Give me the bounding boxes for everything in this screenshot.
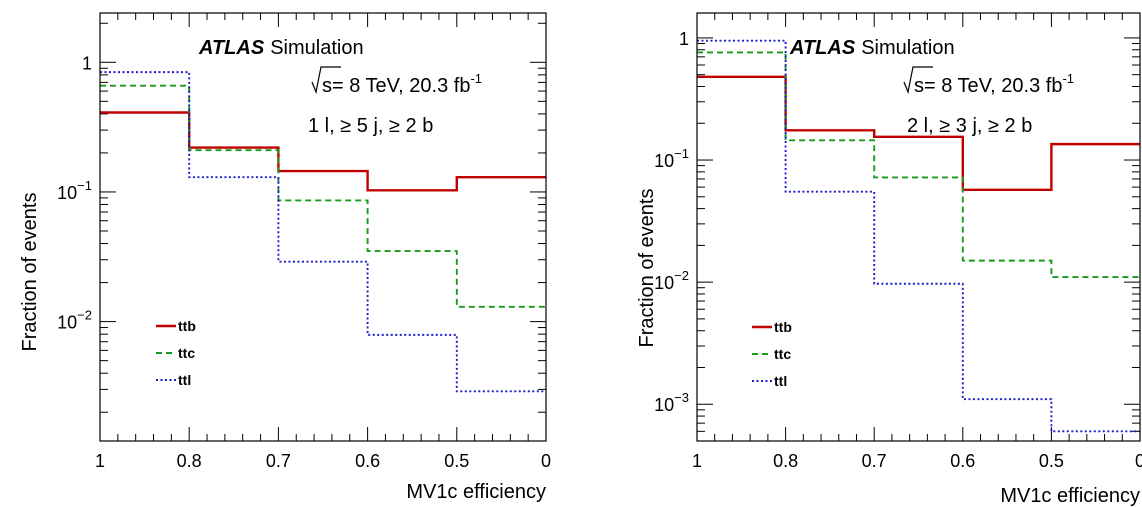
selection-label: 2 l, ≥ 3 j, ≥ 2 b [907, 115, 1032, 137]
svg-text:s= 8 TeV, 20.3 fb-1: s= 8 TeV, 20.3 fb-1 [322, 71, 482, 97]
energy-label: s= 8 TeV, 20.3 fb-1 [311, 66, 482, 97]
x-axis-label: MV1c efficiency [1000, 485, 1140, 507]
series-ttb-line [697, 75, 1140, 192]
x-tick-label: 0.5 [444, 451, 469, 471]
y-tick-label: 10−2 [57, 308, 92, 333]
sqrt-icon [903, 66, 933, 95]
plot-frame [99, 12, 547, 442]
legend-ttc-label: ttc [178, 345, 195, 361]
legend-ttb-label: ttb [178, 318, 196, 334]
legend-ttc-label: ttc [774, 346, 791, 362]
series-ttl-line [697, 39, 1140, 433]
legend: ttb ttc ttl [156, 318, 196, 388]
chart-panel-right: Fraction of events MV1c efficiency ATLAS… [636, 12, 1142, 507]
simulation-label: Simulation [861, 37, 954, 59]
y-tick-label: 1 [679, 29, 689, 49]
svg-text:s= 8 TeV, 20.3 fb-1: s= 8 TeV, 20.3 fb-1 [914, 71, 1074, 97]
y-tick-label: 10−1 [654, 146, 689, 171]
legend-ttb-label: ttb [774, 319, 792, 335]
y-tick-label: 1 [82, 53, 92, 73]
experiment-label: ATLAS [789, 37, 856, 59]
chart-panel-left: Fraction of events MV1c efficiency ATLAS… [19, 12, 551, 503]
experiment-label: ATLAS [198, 37, 265, 59]
plot-frame [696, 12, 1141, 442]
y-tick-label: 10−1 [57, 178, 92, 203]
y-tick-label: 10−3 [654, 390, 689, 415]
x-tick-label: 0.7 [862, 451, 887, 471]
x-tick-label: 0.7 [266, 451, 291, 471]
x-tick-label: 0.5 [1039, 451, 1064, 471]
legend-ttl-label: ttl [178, 372, 191, 388]
x-tick-label: 0.6 [355, 451, 380, 471]
legend: ttb ttc ttl [752, 319, 792, 389]
y-axis-label: Fraction of events [19, 193, 41, 352]
sqrt-icon [311, 66, 341, 95]
y-tick-label: 10−2 [654, 268, 689, 293]
plot-annotations: ATLAS Simulation s= 8 TeV, 20.3 fb-1 1 l,… [198, 37, 482, 137]
plot-annotations: ATLAS Simulation s= 8 TeV, 20.3 fb-1 2 l,… [789, 37, 1074, 137]
x-tick-label: 1 [95, 451, 105, 471]
x-axis-label: MV1c efficiency [406, 481, 546, 503]
y-axis-label: Fraction of events [636, 189, 658, 348]
selection-label: 1 l, ≥ 5 j, ≥ 2 b [308, 115, 433, 137]
x-tick-label: 0.8 [773, 451, 798, 471]
energy-label: s= 8 TeV, 20.3 fb-1 [903, 66, 1074, 97]
x-tick-label: 0 [1135, 451, 1142, 471]
simulation-label: Simulation [270, 37, 363, 59]
x-tick-label: 1 [692, 451, 702, 471]
x-tick-label: 0.6 [950, 451, 975, 471]
x-tick-label: 0.8 [177, 451, 202, 471]
legend-ttl-label: ttl [774, 373, 787, 389]
x-tick-label: 0 [541, 451, 551, 471]
